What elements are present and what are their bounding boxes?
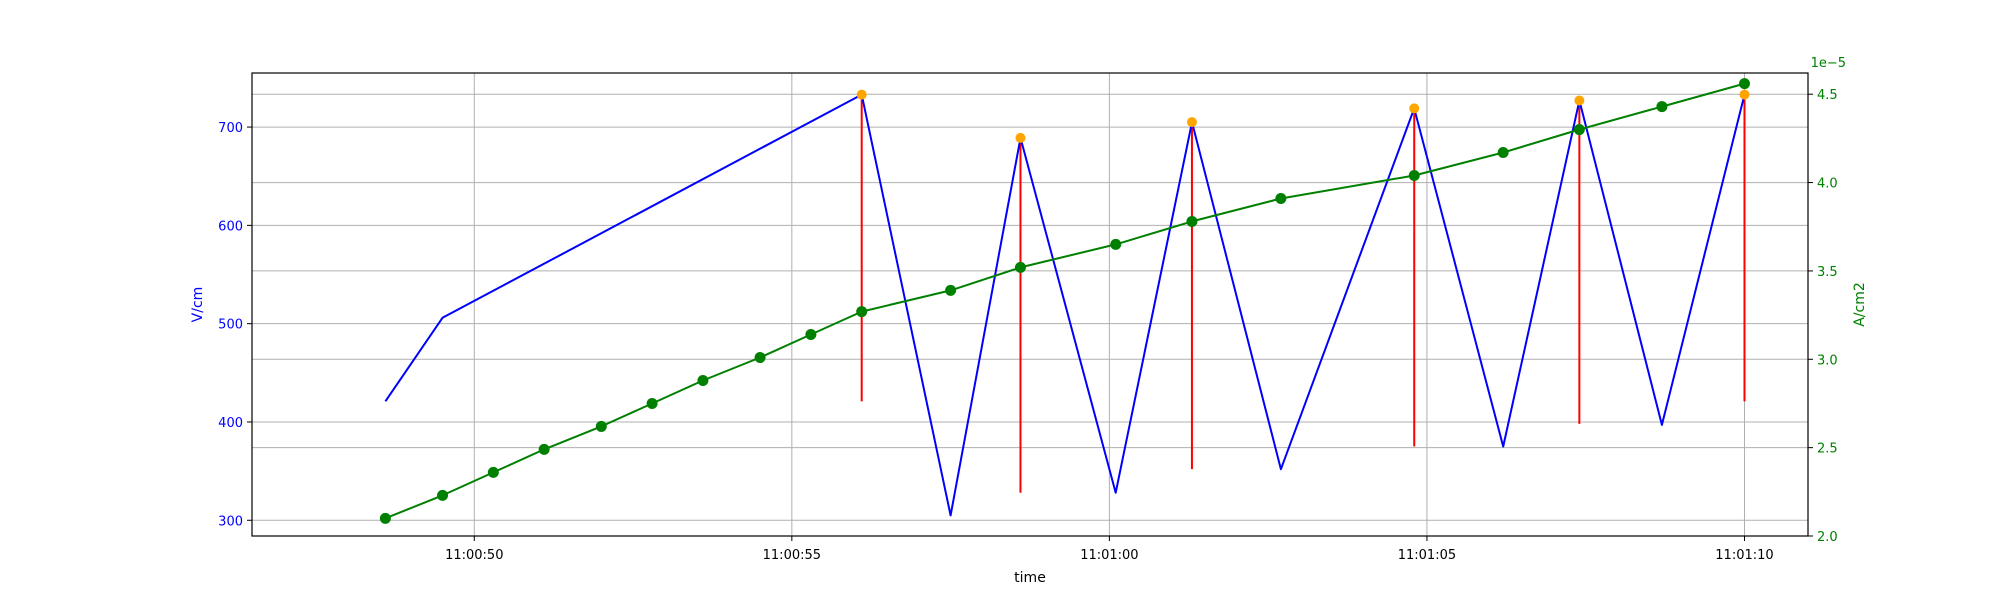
current-point [1573,124,1585,136]
peak-marker [1186,117,1197,128]
y-right-tick-label: 4.5 [1817,88,1838,103]
current-point [1014,261,1026,273]
x-tick-label: 11:00:50 [445,548,503,563]
y-axis-right-label: A/cm2 [1852,282,1868,327]
y-right-tick-label: 2.0 [1817,530,1838,545]
peak-markers [856,89,1750,143]
current-point [697,374,709,386]
y-right-tick-label: 3.5 [1817,265,1838,280]
x-tick-label: 11:01:00 [1080,548,1138,563]
current-point [437,489,449,501]
peak-marker [1574,95,1585,106]
current-point [487,466,499,478]
current-line [385,82,1745,520]
x-tick-label: 11:01:05 [1398,548,1456,563]
current-point [379,512,391,524]
y-left-tick-label: 600 [218,219,243,234]
current-point [538,443,550,455]
current-point [595,420,607,432]
peak-marker [1015,132,1026,143]
plot-frame [251,72,1809,537]
y-left-tick-label: 500 [218,318,243,333]
current-point [1408,169,1420,181]
current-point [1497,147,1509,159]
current-point [945,284,957,296]
y-right-tick-label: 2.5 [1817,442,1838,457]
y-right-tick-label: 3.0 [1817,353,1838,368]
x-tick-label: 11:01:10 [1715,548,1773,563]
y-left-tick-label: 400 [218,416,243,431]
x-tick-label: 11:00:55 [763,548,821,563]
x-axis-label: time [1014,570,1046,586]
peak-marker [1739,89,1750,100]
axes: 11:00:50 11:00:55 11:01:00 11:01:05 11:01:10… [218,88,1838,563]
y-axis-right-offset-text: 1e−5 [1811,56,1846,71]
y-left-tick-label: 300 [218,514,243,529]
current-point [754,352,766,364]
current-point [1656,101,1668,113]
current-point [1186,215,1198,227]
y-axis-left-label: V/cm [190,287,206,323]
current-point [1275,192,1287,204]
y-right-tick-label: 4.0 [1817,177,1838,192]
y-left-tick-label: 700 [218,121,243,136]
current-series [379,78,1750,524]
pulse-lines [860,94,1746,493]
current-point [805,329,817,341]
peak-marker [1409,103,1420,114]
current-point [1110,238,1122,250]
current-point [1738,78,1750,90]
current-point [646,397,658,409]
current-point [856,306,868,318]
peak-marker [856,89,867,100]
